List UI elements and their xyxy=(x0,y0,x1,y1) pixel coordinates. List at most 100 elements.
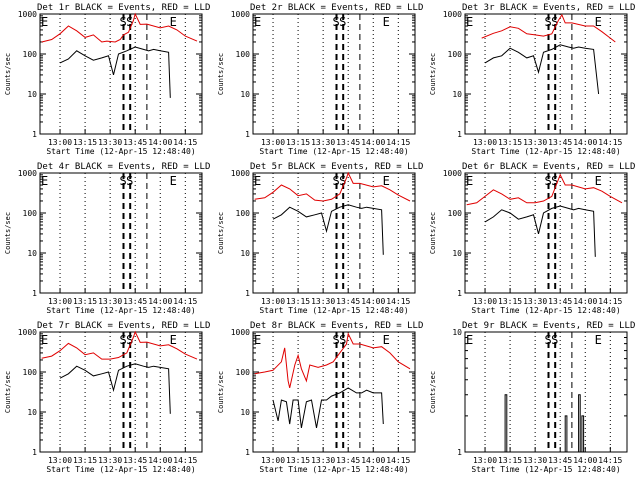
x-tick-label: 13:00 xyxy=(473,297,497,306)
y-tick-label: 1000 xyxy=(231,328,250,337)
panel-title: Det 7r BLACK = Events, RED = LLD xyxy=(37,321,210,331)
x-tick-label: 14:00 xyxy=(148,297,172,306)
y-tick-label: 100 xyxy=(236,209,251,218)
lld-series-line xyxy=(481,13,616,43)
y-tick-label: 1000 xyxy=(18,10,37,19)
marker-label: S xyxy=(551,333,558,347)
y-axis-label: Counts/sec xyxy=(4,53,12,95)
marker-label: S xyxy=(120,174,127,188)
panel-title: Det 4r BLACK = Events, RED = LLD xyxy=(37,162,210,172)
x-tick-label: 14:15 xyxy=(386,138,410,147)
marker-label: E xyxy=(254,15,261,29)
marker-label: E xyxy=(595,333,602,347)
marker-label: E xyxy=(466,333,473,347)
marker-label: E xyxy=(41,15,48,29)
marker-label: E xyxy=(41,174,48,188)
x-tick-label: 14:15 xyxy=(598,456,622,465)
marker-label: S xyxy=(339,333,346,347)
x-tick-label: 14:15 xyxy=(386,297,410,306)
events-series-line xyxy=(504,394,585,453)
plot-frame xyxy=(464,172,628,294)
x-tick-label: 13:15 xyxy=(286,138,310,147)
y-tick-label: 10 xyxy=(27,90,37,99)
marker-label: S xyxy=(551,15,558,29)
x-tick-label: 13:30 xyxy=(98,456,122,465)
panel-5: Det 5r BLACK = Events, RED = LLD 1 10 100 10… xyxy=(217,162,423,315)
marker-label: E xyxy=(254,333,261,347)
plot-frame xyxy=(252,172,416,294)
plot-frame xyxy=(39,331,203,453)
x-tick-label: 13:00 xyxy=(48,456,72,465)
y-tick-label: 1 xyxy=(32,130,37,139)
x-tick-label: 13:15 xyxy=(498,456,522,465)
y-tick-label: 100 xyxy=(448,209,463,218)
marker-label: E xyxy=(170,174,177,188)
y-tick-label: 1 xyxy=(457,130,462,139)
y-axis-label: Counts/sec xyxy=(429,371,437,413)
y-tick-label: 1000 xyxy=(18,328,37,337)
x-tick-label: 14:15 xyxy=(598,138,622,147)
y-tick-label: 1000 xyxy=(443,169,462,178)
x-tick-label: 13:45 xyxy=(548,456,572,465)
y-tick-label: 1000 xyxy=(18,169,37,178)
y-tick-label: 100 xyxy=(23,50,38,59)
x-tick-label: 13:45 xyxy=(123,297,147,306)
x-tick-label: 13:00 xyxy=(261,138,285,147)
events-series-line xyxy=(272,387,384,428)
x-tick-label: 14:00 xyxy=(361,456,385,465)
y-tick-label: 10 xyxy=(27,408,37,417)
plot-frame xyxy=(39,172,203,294)
panel-title: Det 8r BLACK = Events, RED = LLD xyxy=(250,321,423,331)
x-tick-label: 13:45 xyxy=(548,297,572,306)
marker-label: E xyxy=(170,333,177,347)
marker-label: S xyxy=(126,15,133,29)
y-axis-label: Counts/sec xyxy=(217,53,225,95)
plot-frame xyxy=(252,13,416,135)
plot-frame xyxy=(252,331,416,453)
x-tick-label: 13:15 xyxy=(286,297,310,306)
marker-label: S xyxy=(545,174,552,188)
marker-label: E xyxy=(41,333,48,347)
marker-label: E xyxy=(383,333,390,347)
y-tick-label: 100 xyxy=(236,368,251,377)
y-tick-label: 1000 xyxy=(231,169,250,178)
x-tick-label: 13:45 xyxy=(123,138,147,147)
marker-label: E xyxy=(595,15,602,29)
y-tick-label: 1 xyxy=(245,130,250,139)
panel-8: Det 8r BLACK = Events, RED = LLD 1 10 100 10… xyxy=(217,321,423,474)
x-tick-label: 13:00 xyxy=(48,297,72,306)
marker-label: S xyxy=(126,174,133,188)
x-tick-label: 13:45 xyxy=(548,138,572,147)
y-tick-label: 10 xyxy=(452,328,462,337)
x-tick-label: 14:15 xyxy=(598,297,622,306)
x-axis-label: Start Time (12-Apr-15 12:48:40) xyxy=(46,465,195,474)
marker-label: E xyxy=(595,174,602,188)
events-series-line xyxy=(484,205,596,257)
marker-label: S xyxy=(545,333,552,347)
y-tick-label: 100 xyxy=(23,209,38,218)
panel-title: Det 3r BLACK = Events, RED = LLD xyxy=(462,3,635,13)
panel-title: Det 2r BLACK = Events, RED = LLD xyxy=(250,3,423,13)
y-tick-label: 1 xyxy=(245,448,250,457)
marker-label: S xyxy=(120,333,127,347)
x-axis-label: Start Time (12-Apr-15 12:48:40) xyxy=(471,306,620,315)
y-axis-label: Counts/sec xyxy=(4,371,12,413)
x-tick-label: 14:00 xyxy=(361,297,385,306)
x-tick-label: 13:15 xyxy=(286,456,310,465)
x-tick-label: 14:15 xyxy=(173,138,197,147)
x-tick-label: 13:15 xyxy=(73,456,97,465)
lld-series-line xyxy=(41,12,198,43)
x-tick-label: 14:00 xyxy=(573,456,597,465)
x-tick-label: 14:00 xyxy=(573,138,597,147)
y-tick-label: 10 xyxy=(240,408,250,417)
y-tick-label: 1 xyxy=(457,289,462,298)
y-tick-label: 1 xyxy=(457,448,462,457)
y-tick-label: 100 xyxy=(236,50,251,59)
marker-label: E xyxy=(383,15,390,29)
x-tick-label: 13:30 xyxy=(311,456,335,465)
x-tick-label: 13:00 xyxy=(48,138,72,147)
x-tick-label: 13:00 xyxy=(261,456,285,465)
y-axis-label: Counts/sec xyxy=(217,371,225,413)
x-tick-label: 13:45 xyxy=(336,456,360,465)
panel-7: Det 7r BLACK = Events, RED = LLD 1 10 100 10… xyxy=(4,321,210,474)
